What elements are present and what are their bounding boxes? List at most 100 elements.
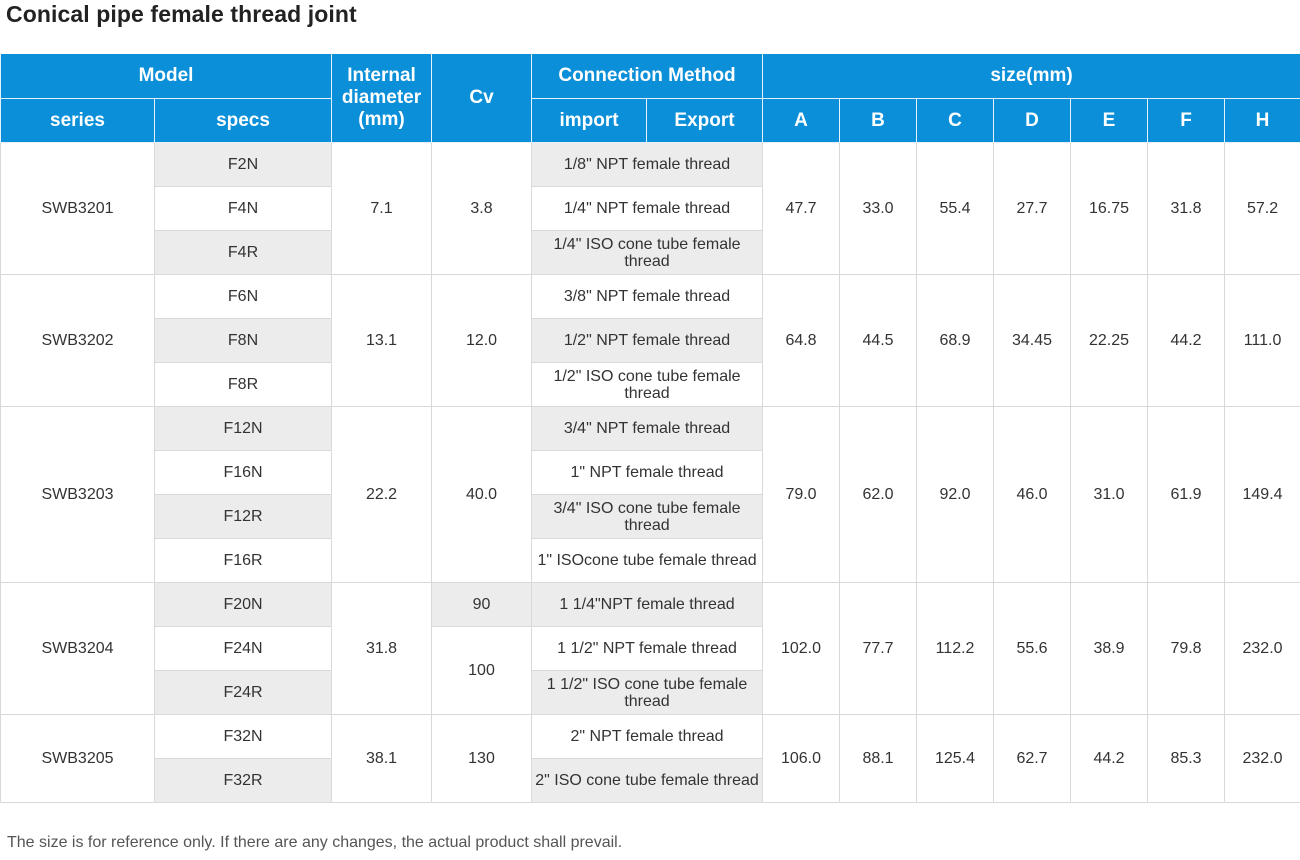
spec-cell: F6N: [153, 274, 333, 319]
spec-cell: F24N: [153, 626, 333, 671]
internal-diameter-cell: 31.8: [331, 582, 433, 715]
size-b-cell: 88.1: [839, 714, 918, 803]
size-f-cell: 44.2: [1147, 274, 1226, 407]
header-dim-c: C: [916, 98, 995, 143]
size-h-cell: 111.0: [1224, 274, 1300, 407]
spec-cell: F24R: [153, 670, 333, 715]
internal-diameter-cell: 7.1: [331, 142, 433, 275]
size-f-cell: 61.9: [1147, 406, 1226, 583]
header-size: size(mm): [762, 54, 1300, 99]
cv-cell: 90: [431, 582, 533, 627]
table-row: F8R 1/2" ISO cone tube female thread: [1, 362, 1300, 407]
internal-diameter-cell: 38.1: [331, 714, 433, 803]
size-f-cell: 85.3: [1147, 714, 1226, 803]
connection-cell: 1" NPT female thread: [531, 450, 764, 495]
connection-cell: 1/4" ISO cone tube female thread: [531, 230, 764, 275]
size-b-cell: 77.7: [839, 582, 918, 715]
size-a-cell: 106.0: [762, 714, 841, 803]
table-row: SWB3201 F2N 7.1 3.8 1/8" NPT female thre…: [0, 142, 1300, 275]
size-a-cell: 64.8: [762, 274, 841, 407]
spec-cell: F12N: [153, 406, 333, 451]
table-row: F16R 1" ISOcone tube female thread: [1, 538, 1300, 583]
size-h-cell: 57.2: [1224, 142, 1300, 275]
header-dim-f: F: [1147, 98, 1226, 143]
header-model: Model: [0, 54, 333, 99]
size-c-cell: 92.0: [916, 406, 995, 583]
size-d-cell: 34.45: [993, 274, 1072, 407]
size-b-cell: 62.0: [839, 406, 918, 583]
internal-diameter-cell: 22.2: [331, 406, 433, 583]
header-internal-diameter: Internal diameter (mm): [331, 54, 433, 143]
size-c-cell: 125.4: [916, 714, 995, 803]
cv-cell: 100: [431, 626, 533, 715]
series-cell: SWB3202: [0, 274, 155, 407]
connection-cell: 2" NPT female thread: [531, 714, 764, 759]
size-e-cell: 16.75: [1070, 142, 1149, 275]
table-row: SWB3204 F20N 31.8 90 1 1/4"NPT female th…: [0, 582, 1300, 715]
footnote: The size is for reference only. If there…: [7, 834, 623, 851]
table-row: SWB3203 F12N 22.2 40.0 3/4" NPT female t…: [0, 406, 1300, 583]
table-row: F24N 100 1 1/2" NPT female thread: [1, 626, 1300, 715]
series-cell: SWB3205: [0, 714, 155, 803]
header-connection-method: Connection Method: [531, 54, 764, 99]
header-dim-e: E: [1070, 98, 1149, 143]
header-series: series: [0, 98, 155, 143]
size-d-cell: 46.0: [993, 406, 1072, 583]
size-e-cell: 44.2: [1070, 714, 1149, 803]
series-cell: SWB3201: [0, 142, 155, 275]
header-dim-a: A: [762, 98, 841, 143]
connection-cell: 1 1/2" ISO cone tube female thread: [531, 670, 764, 715]
size-e-cell: 22.25: [1070, 274, 1149, 407]
header-dim-d: D: [993, 98, 1072, 143]
size-h-cell: 232.0: [1224, 714, 1300, 803]
cv-cell: 40.0: [431, 406, 533, 583]
header-import: import: [531, 98, 648, 143]
connection-cell: 1" ISOcone tube female thread: [531, 538, 764, 583]
page-title: Conical pipe female thread joint: [6, 1, 357, 27]
size-c-cell: 55.4: [916, 142, 995, 275]
connection-cell: 1 1/4"NPT female thread: [531, 582, 764, 627]
connection-cell: 1/2" NPT female thread: [531, 318, 764, 363]
spec-table: Model Internal diameter (mm) Cv Connecti…: [0, 54, 1300, 803]
connection-cell: 1/8" NPT female thread: [531, 142, 764, 187]
size-c-cell: 112.2: [916, 582, 995, 715]
size-a-cell: 102.0: [762, 582, 841, 715]
series-cell: SWB3203: [0, 406, 155, 583]
connection-cell: 1/2" ISO cone tube female thread: [531, 362, 764, 407]
spec-cell: F4R: [153, 230, 333, 275]
spec-cell: F12R: [153, 494, 333, 539]
series-cell: SWB3204: [0, 582, 155, 715]
size-d-cell: 55.6: [993, 582, 1072, 715]
size-d-cell: 62.7: [993, 714, 1072, 803]
spec-cell: F20N: [153, 582, 333, 627]
size-a-cell: 47.7: [762, 142, 841, 275]
table-row: SWB3202 F6N 13.1 12.0 3/8" NPT female th…: [0, 274, 1300, 407]
connection-cell: 3/8" NPT female thread: [531, 274, 764, 319]
header-dim-b: B: [839, 98, 918, 143]
spec-cell: F8R: [153, 362, 333, 407]
table-row: F4N 1/4" NPT female thread: [1, 186, 1300, 231]
spec-cell: F32N: [153, 714, 333, 759]
size-e-cell: 31.0: [1070, 406, 1149, 583]
spec-cell: F4N: [153, 186, 333, 231]
cv-cell: 12.0: [431, 274, 533, 407]
connection-cell: 3/4" ISO cone tube female thread: [531, 494, 764, 539]
connection-cell: 1/4" NPT female thread: [531, 186, 764, 231]
spec-cell: F16N: [153, 450, 333, 495]
size-b-cell: 44.5: [839, 274, 918, 407]
size-h-cell: 149.4: [1224, 406, 1300, 583]
spec-cell: F8N: [153, 318, 333, 363]
header-export: Export: [646, 98, 764, 143]
table-row: F32R 2" ISO cone tube female thread: [1, 758, 1300, 803]
table-row: F16N 1" NPT female thread: [1, 450, 1300, 495]
cv-cell: 3.8: [431, 142, 533, 275]
size-b-cell: 33.0: [839, 142, 918, 275]
header-specs: specs: [153, 98, 333, 143]
cv-cell: 130: [431, 714, 533, 803]
spec-cell: F2N: [153, 142, 333, 187]
size-f-cell: 79.8: [1147, 582, 1226, 715]
table-row: F4R 1/4" ISO cone tube female thread: [1, 230, 1300, 275]
size-a-cell: 79.0: [762, 406, 841, 583]
table-row: SWB3205 F32N 38.1 130 2" NPT female thre…: [0, 714, 1300, 803]
spec-cell: F16R: [153, 538, 333, 583]
